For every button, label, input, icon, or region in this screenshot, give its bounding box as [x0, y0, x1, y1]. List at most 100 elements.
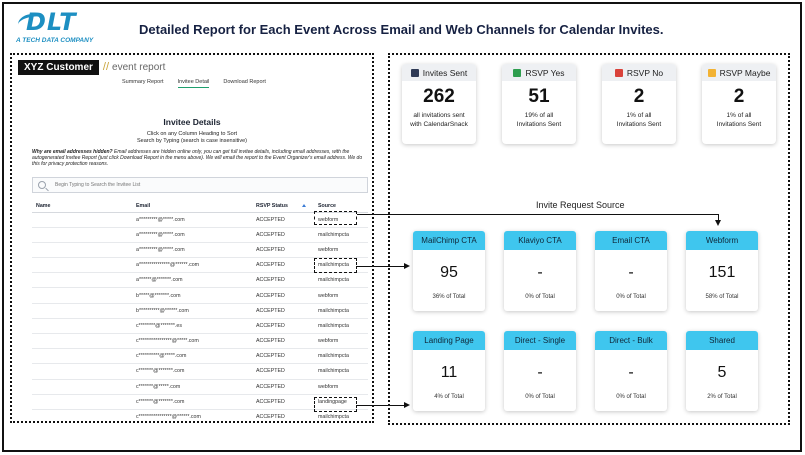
table-row: b**********@******.com ACCEPTED mailchimpc…: [32, 303, 368, 319]
connector-webform-down: [718, 214, 719, 220]
cell-name: [32, 348, 132, 365]
source-value: -: [628, 264, 634, 281]
cell-name: [32, 409, 132, 421]
table-row: a***************@******.com ACCEPTED mailc…: [32, 257, 368, 274]
stat-head: Invites Sent: [402, 64, 476, 81]
source-label: Shared: [686, 331, 758, 350]
calendar-question-icon: [707, 68, 716, 77]
table-row: a*********@*****.com ACCEPTED webform: [32, 242, 368, 259]
source-value: 95: [440, 264, 458, 281]
stat-caption-line: Invitations Sent: [516, 121, 562, 128]
table-row: b*****@*******.com ACCEPTED webform: [32, 287, 368, 304]
source-percent: 0% of Total: [525, 394, 555, 400]
cell-status: ACCEPTED: [252, 242, 314, 259]
column-header-rsvp-status[interactable]: RSVP Status: [252, 200, 314, 213]
cell-source: webform: [314, 287, 368, 304]
calendar-x-icon: [614, 68, 623, 77]
source-card-email-cta: Email CTA - 0% of Total: [595, 231, 667, 311]
connector-webform: [357, 214, 719, 215]
cell-status: ACCEPTED: [252, 363, 314, 380]
connector-landing-page: [357, 405, 405, 406]
source-value: 5: [717, 364, 727, 381]
cell-email: a*********@*****.com: [132, 212, 252, 228]
arrow-right-icon: [404, 262, 410, 269]
stat-caption: 1% of all Invitations Sent: [702, 111, 776, 129]
cell-status: ACCEPTED: [252, 212, 314, 228]
arrow-down-icon: [715, 220, 721, 226]
table-row: c****************@*****.com ACCEPTED webfo…: [32, 333, 368, 350]
stat-label: RSVP Yes: [525, 67, 565, 78]
source-label: Webform: [686, 231, 758, 250]
cell-name: [32, 272, 132, 289]
source-percent: 4% of Total: [434, 394, 464, 400]
source-card-direct-bulk: Direct - Bulk - 0% of Total: [595, 331, 667, 411]
cell-name: [32, 257, 132, 274]
cell-name: [32, 227, 132, 243]
cell-name: [32, 363, 132, 380]
stat-caption-line: Invitations Sent: [616, 121, 662, 128]
source-percent: 58% of Total: [705, 294, 739, 300]
cell-email: c****************@*****.com: [132, 333, 252, 350]
stat-card-rsvp-maybe: RSVP Maybe 2 1% of all Invitations Sent: [702, 64, 776, 144]
privacy-note-body: Email addresses are hidden online only, …: [32, 149, 363, 167]
cell-status: ACCEPTED: [252, 272, 314, 289]
source-label: Email CTA: [595, 231, 667, 250]
source-label: MailChimp CTA: [413, 231, 485, 250]
search-input[interactable]: [55, 180, 355, 190]
cell-name: [32, 379, 132, 395]
source-card-direct-single: Direct - Single - 0% of Total: [504, 331, 576, 411]
source-percent: 0% of Total: [525, 294, 555, 300]
cell-email: c****************@******.com: [132, 409, 252, 421]
cell-email: a******@*******.com: [132, 272, 252, 289]
cell-status: ACCEPTED: [252, 318, 314, 335]
highlight-mailchimpcta: [314, 258, 357, 273]
table-row: a*********@*****.com ACCEPTED webform: [32, 212, 368, 228]
cell-email: b*****@*******.com: [132, 287, 252, 304]
source-value: 11: [440, 364, 458, 381]
stat-value: 262: [423, 86, 455, 107]
invitee-search[interactable]: [32, 177, 368, 193]
cell-source: mailchimpcta: [314, 303, 368, 319]
source-value: 151: [708, 264, 736, 281]
cell-status: ACCEPTED: [252, 333, 314, 350]
tab-invitee-detail[interactable]: Invitee Detail: [177, 79, 210, 88]
source-percent: 0% of Total: [616, 394, 646, 400]
cell-status: ACCEPTED: [252, 257, 314, 274]
sort-instruction: Click on any Column Heading to Sort: [146, 131, 238, 137]
connector-mailchimp: [357, 266, 405, 267]
stat-caption: 1% of all Invitations Sent: [602, 111, 676, 129]
highlight-landingpage: [314, 397, 357, 412]
stat-caption-line: with CalendarSnack: [410, 121, 468, 128]
cell-source: landingpage: [314, 394, 368, 410]
cell-email: c*******@*******.com: [132, 394, 252, 410]
search-instruction: Search by Typing (search is case insensi…: [137, 138, 247, 144]
source-label: Klaviyo CTA: [504, 231, 576, 250]
highlight-webform: [314, 211, 357, 225]
source-label: Landing Page: [413, 331, 485, 350]
invitee-details-heading: Invitee Details: [163, 117, 221, 127]
cell-name: [32, 333, 132, 350]
stat-caption: 19% of all Invitations Sent: [502, 111, 576, 129]
stat-caption-line: Invitations Sent: [716, 121, 762, 128]
cell-name: [32, 212, 132, 228]
stat-head: RSVP Yes: [502, 64, 576, 81]
invitee-detail-panel: XYZ Customer // event report Summary Rep…: [10, 53, 374, 423]
column-header-name[interactable]: Name: [32, 200, 132, 213]
tab-summary-report[interactable]: Summary Report: [122, 79, 164, 85]
table-row: c********@*******.es ACCEPTED mailchimpcta: [32, 318, 368, 335]
sort-ascending-icon[interactable]: [302, 203, 306, 207]
table-row: c*******@*******.com ACCEPTED mailchimpcta: [32, 363, 368, 380]
stat-caption-line: all invitations sent: [413, 112, 465, 119]
column-header-email[interactable]: Email: [132, 200, 252, 213]
cell-status: ACCEPTED: [252, 303, 314, 319]
tab-download-report[interactable]: Download Report: [223, 79, 266, 85]
event-report-brand: XYZ Customer // event report: [18, 59, 165, 75]
source-card-landing-page: Landing Page 11 4% of Total: [413, 331, 485, 411]
stat-head: RSVP Maybe: [702, 64, 776, 81]
invitee-instructions: Click on any Column Heading to Sort Sear…: [12, 131, 372, 145]
table-row: a******@*******.com ACCEPTED mailchimpcta: [32, 272, 368, 289]
cell-source: mailchimpcta: [314, 348, 368, 365]
cell-email: a***************@******.com: [132, 257, 252, 274]
arrow-right-icon: [404, 401, 410, 408]
